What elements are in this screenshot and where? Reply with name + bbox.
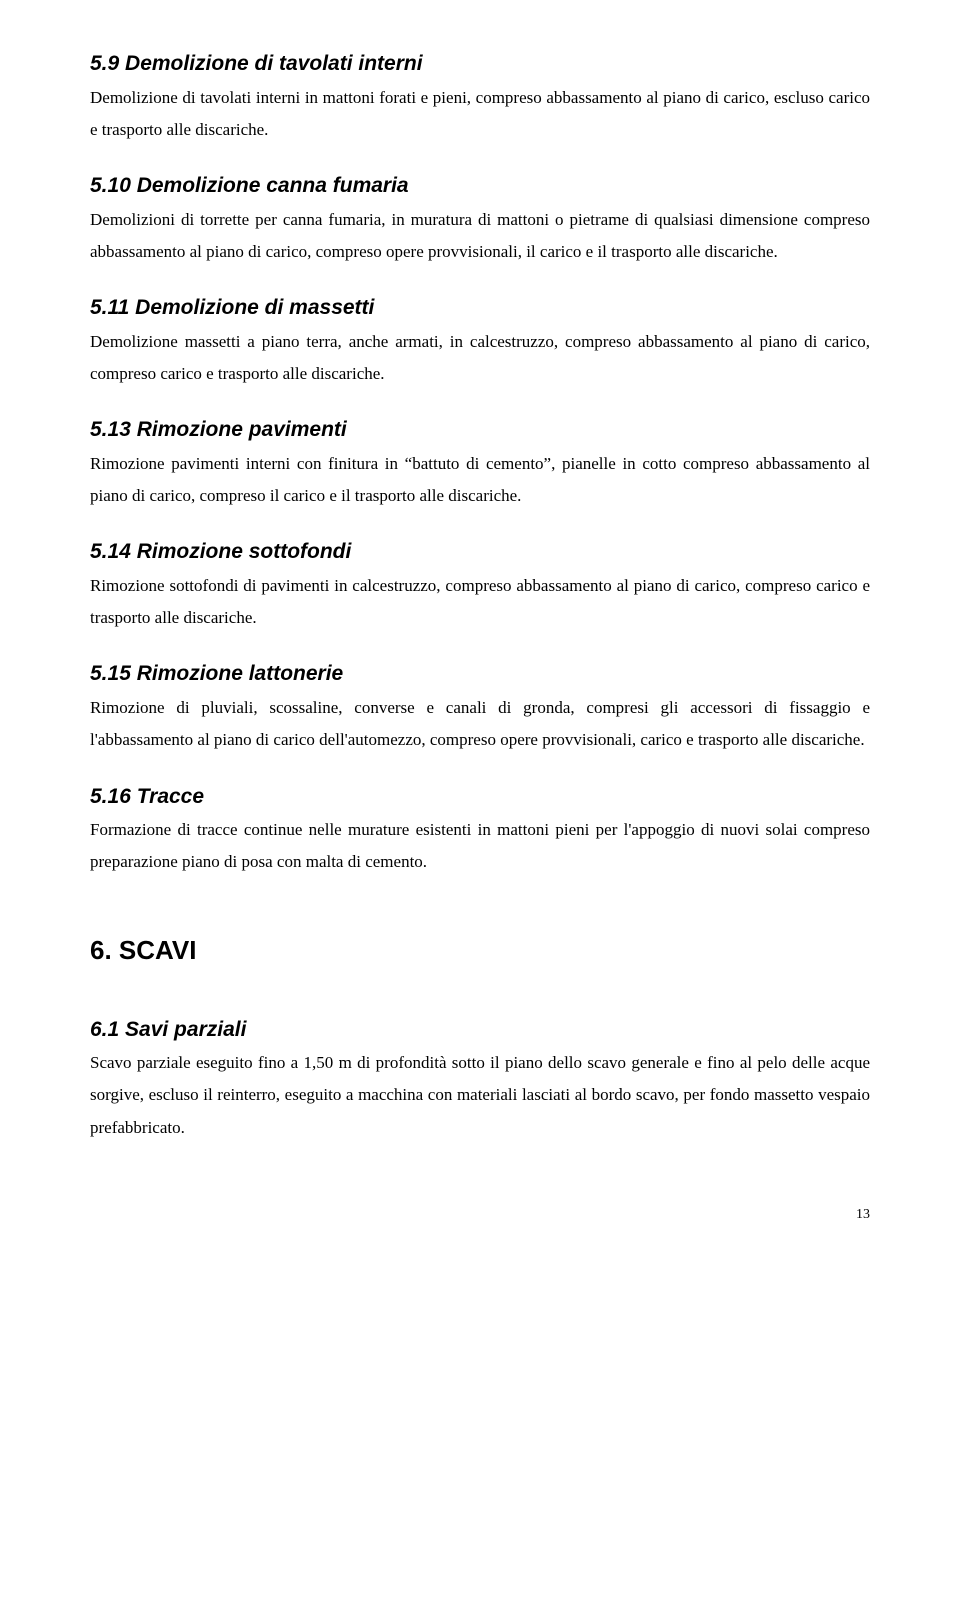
section-body-5-10: Demolizioni di torrette per canna fumari… xyxy=(90,204,870,269)
section-heading-5-10: 5.10 Demolizione canna fumaria xyxy=(90,170,870,202)
section-heading-5-11: 5.11 Demolizione di massetti xyxy=(90,292,870,324)
section-body-5-14: Rimozione sottofondi di pavimenti in cal… xyxy=(90,570,870,635)
page-number: 13 xyxy=(90,1204,870,1225)
section-heading-5-9: 5.9 Demolizione di tavolati interni xyxy=(90,48,870,80)
chapter-heading-6: 6. SCAVI xyxy=(90,931,870,970)
section-heading-5-13: 5.13 Rimozione pavimenti xyxy=(90,414,870,446)
section-body-5-13: Rimozione pavimenti interni con finitura… xyxy=(90,448,870,513)
section-body-5-16: Formazione di tracce continue nelle mura… xyxy=(90,814,870,879)
section-heading-5-14: 5.14 Rimozione sottofondi xyxy=(90,536,870,568)
section-heading-5-16: 5.16 Tracce xyxy=(90,781,870,813)
section-body-5-15: Rimozione di pluviali, scossaline, conve… xyxy=(90,692,870,757)
section-heading-6-1: 6.1 Savi parziali xyxy=(90,1014,870,1046)
section-body-5-9: Demolizione di tavolati interni in matto… xyxy=(90,82,870,147)
section-body-5-11: Demolizione massetti a piano terra, anch… xyxy=(90,326,870,391)
section-heading-5-15: 5.15 Rimozione lattonerie xyxy=(90,658,870,690)
section-body-6-1: Scavo parziale eseguito fino a 1,50 m di… xyxy=(90,1047,870,1144)
